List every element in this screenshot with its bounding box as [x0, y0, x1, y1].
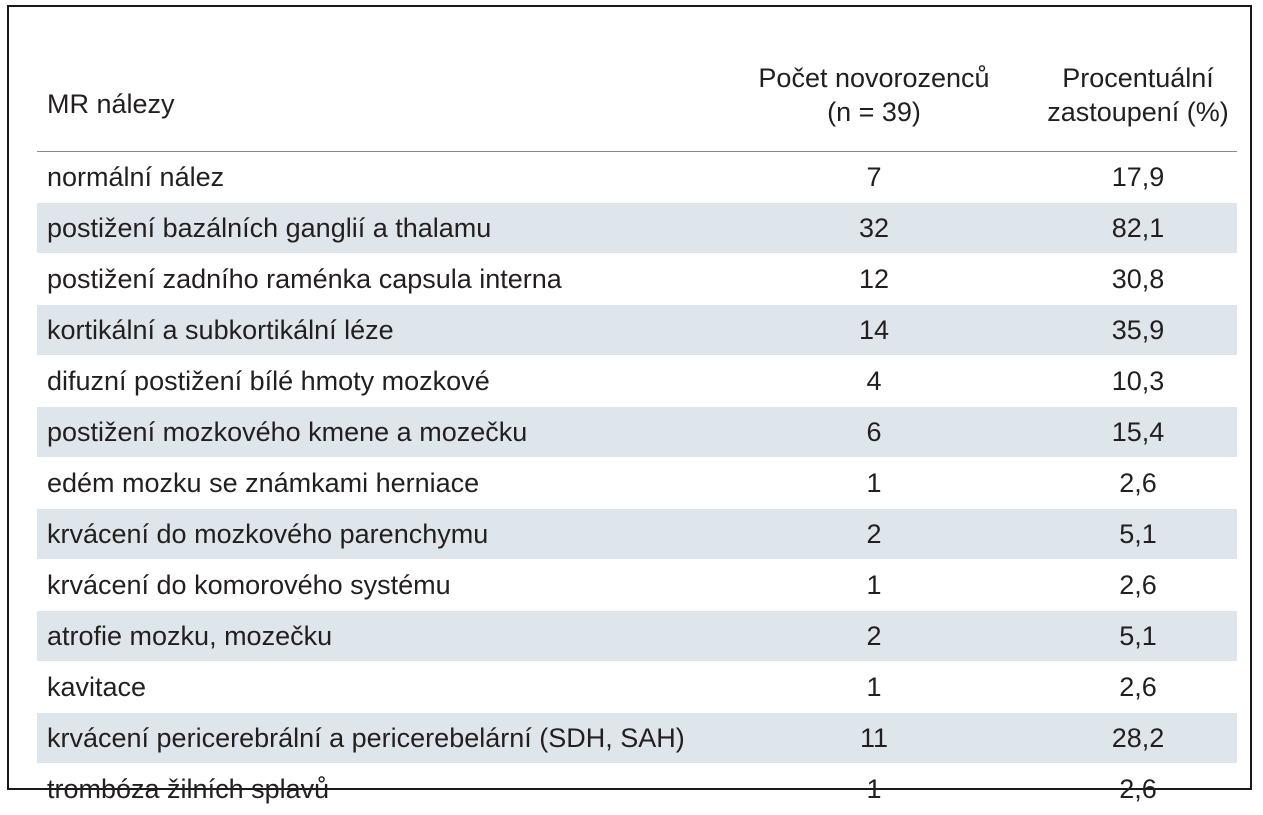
- row-count: 11: [709, 712, 1039, 764]
- row-percent: 2,6: [1039, 661, 1237, 713]
- row-count: 7: [709, 151, 1039, 203]
- row-count: 1: [709, 763, 1039, 815]
- row-finding: krvácení pericerebrální a pericerebelárn…: [37, 712, 709, 764]
- row-finding: postižení bazálních ganglií a thalamu: [37, 202, 709, 254]
- row-percent: 30,8: [1039, 253, 1237, 305]
- header-row: MR nálezy Počet novorozenců (n = 39) Pro…: [37, 39, 1237, 152]
- row-percent: 28,2: [1039, 712, 1237, 764]
- row-count: 2: [709, 508, 1039, 560]
- table-row: edém mozku se známkami herniace 1 2,6: [37, 457, 1237, 509]
- table-frame: MR nálezy Počet novorozenců (n = 39) Pro…: [7, 5, 1252, 815]
- row-finding: normální nález: [37, 151, 709, 203]
- table-row: difuzní postižení bílé hmoty mozkové 4 1…: [37, 355, 1237, 407]
- table-row: postižení mozkového kmene a mozečku 6 15…: [37, 406, 1237, 458]
- table-row: krvácení pericerebrální a pericerebelárn…: [37, 712, 1237, 764]
- table-row: atrofie mozku, mozečku 2 5,1: [37, 610, 1237, 662]
- row-finding: krvácení do komorového systému: [37, 559, 709, 611]
- row-finding: difuzní postižení bílé hmoty mozkové: [37, 355, 709, 407]
- row-finding: krvácení do mozkového parenchymu: [37, 508, 709, 560]
- mr-findings-table: MR nálezy Počet novorozenců (n = 39) Pro…: [37, 39, 1237, 815]
- table-row: kortikální a subkortikální léze 14 35,9: [37, 304, 1237, 356]
- header-finding: MR nálezy: [37, 39, 709, 152]
- row-count: 32: [709, 202, 1039, 254]
- header-count-line2: (n = 39): [827, 97, 921, 127]
- row-percent: 5,1: [1039, 610, 1237, 662]
- table-row: trombóza žilních splavů 1 2,6: [37, 763, 1237, 815]
- table-row: postižení bazálních ganglií a thalamu 32…: [37, 202, 1237, 254]
- row-percent: 10,3: [1039, 355, 1237, 407]
- table-row: normální nález 7 17,9: [37, 151, 1237, 203]
- row-percent: 82,1: [1039, 202, 1237, 254]
- row-finding: trombóza žilních splavů: [37, 763, 709, 815]
- header-percent-line2: zastoupení (%): [1047, 97, 1229, 127]
- header-percent: Procentuální zastoupení (%): [1039, 39, 1237, 152]
- row-percent: 17,9: [1039, 151, 1237, 203]
- row-count: 6: [709, 406, 1039, 458]
- header-count: Počet novorozenců (n = 39): [709, 39, 1039, 152]
- row-finding: postižení zadního raménka capsula intern…: [37, 253, 709, 305]
- row-finding: atrofie mozku, mozečku: [37, 610, 709, 662]
- row-finding: postižení mozkového kmene a mozečku: [37, 406, 709, 458]
- row-finding: edém mozku se známkami herniace: [37, 457, 709, 509]
- row-count: 14: [709, 304, 1039, 356]
- table-row: kavitace 1 2,6: [37, 661, 1237, 713]
- row-count: 1: [709, 661, 1039, 713]
- row-percent: 35,9: [1039, 304, 1237, 356]
- row-count: 4: [709, 355, 1039, 407]
- row-percent: 2,6: [1039, 763, 1237, 815]
- table-row: krvácení do mozkového parenchymu 2 5,1: [37, 508, 1237, 560]
- table-row: postižení zadního raménka capsula intern…: [37, 253, 1237, 305]
- row-finding: kavitace: [37, 661, 709, 713]
- row-count: 1: [709, 457, 1039, 509]
- row-count: 1: [709, 559, 1039, 611]
- header-count-line1: Počet novorozenců: [758, 63, 990, 93]
- table-body: normální nález 7 17,9 postižení bazálníc…: [37, 151, 1237, 815]
- row-count: 2: [709, 610, 1039, 662]
- header-percent-line1: Procentuální: [1062, 63, 1214, 93]
- row-percent: 2,6: [1039, 559, 1237, 611]
- row-percent: 15,4: [1039, 406, 1237, 458]
- row-finding: kortikální a subkortikální léze: [37, 304, 709, 356]
- row-percent: 5,1: [1039, 508, 1237, 560]
- table-header: MR nálezy Počet novorozenců (n = 39) Pro…: [37, 39, 1237, 152]
- row-percent: 2,6: [1039, 457, 1237, 509]
- table-row: krvácení do komorového systému 1 2,6: [37, 559, 1237, 611]
- row-count: 12: [709, 253, 1039, 305]
